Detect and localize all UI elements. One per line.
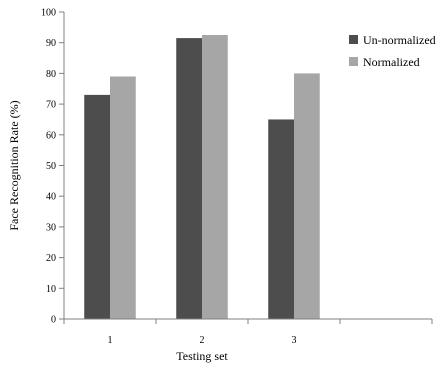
legend-swatch-un-normalized <box>349 35 358 44</box>
bar-normalized-1 <box>110 76 136 319</box>
y-tick-label: 0 <box>51 315 56 326</box>
bar-normalized-2 <box>202 35 228 320</box>
x-tick-label: 1 <box>108 335 113 346</box>
bar-un-normalized-3 <box>268 119 294 319</box>
y-tick-label: 100 <box>41 8 56 19</box>
bars-group <box>84 35 320 320</box>
y-tick-label: 30 <box>46 222 56 233</box>
y-tick-label: 20 <box>46 253 56 264</box>
y-tick-label: 70 <box>46 100 56 111</box>
y-axis-title: Face Recognition Rate (%) <box>7 100 21 230</box>
y-tick-label: 80 <box>46 69 56 80</box>
x-tick-label: 3 <box>292 335 297 346</box>
x-axis-ticks: 1 2 3 <box>63 319 433 346</box>
bar-un-normalized-2 <box>176 38 202 319</box>
legend-swatch-normalized <box>349 57 358 66</box>
y-tick-label: 60 <box>46 130 56 141</box>
y-tick-label: 50 <box>46 161 56 172</box>
y-tick-label: 90 <box>46 38 56 49</box>
legend: Un-normalized Normalized <box>349 33 436 69</box>
bar-normalized-3 <box>294 73 320 320</box>
y-axis-ticks: 0 10 20 30 40 50 60 70 80 90 100 <box>41 8 64 326</box>
x-axis-title: Testing set <box>176 349 228 363</box>
x-tick-label: 2 <box>200 335 205 346</box>
bar-un-normalized-1 <box>84 94 110 319</box>
y-tick-label: 10 <box>46 284 56 295</box>
legend-label-un-normalized: Un-normalized <box>363 33 436 47</box>
y-tick-label: 40 <box>46 192 56 203</box>
legend-label-normalized: Normalized <box>363 55 420 69</box>
